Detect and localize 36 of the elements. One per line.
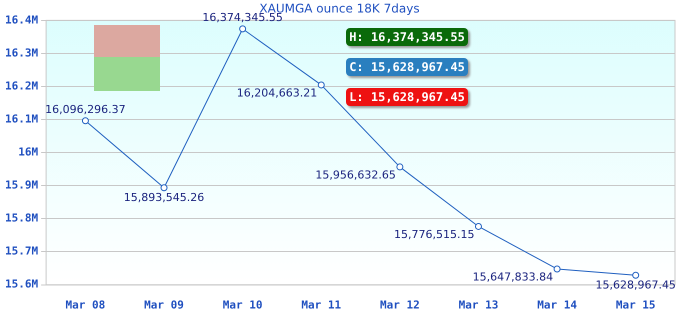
- y-tick-label: 16.2M: [4, 79, 38, 92]
- point: [474, 222, 482, 230]
- point: [396, 163, 404, 170]
- y-tick-label: 15.7M: [4, 244, 38, 258]
- data-label: 15,776,515.15: [394, 228, 474, 241]
- y-tick-label: 15.9M: [4, 178, 38, 192]
- y-tick-label: 15.8M: [4, 212, 38, 225]
- annotation: C: 15,628,967.45: [346, 58, 468, 76]
- data-label: 16,096,296.37: [45, 103, 126, 116]
- x-tick-label: Mar 13: [458, 298, 498, 312]
- point: [160, 184, 168, 192]
- point: [82, 117, 89, 124]
- x-tick-label: Mar 08: [66, 298, 106, 312]
- x-tick-label: Mar 11: [301, 298, 342, 312]
- data-label: 15,956,632.65: [315, 168, 396, 182]
- data-label: 16,374,345.55: [202, 11, 283, 24]
- data-label: 15,647,833.84: [472, 270, 554, 284]
- annotation: L: 15,628,967.45: [346, 88, 468, 106]
- y-tick-label: 16M: [18, 145, 38, 158]
- y-tick-label: 16.3M: [4, 46, 38, 60]
- data-label: 15,628,967.45: [595, 278, 676, 292]
- x-tick-label: Mar 14: [537, 298, 578, 312]
- point: [632, 272, 640, 279]
- x-tick-label: Mar 15: [616, 298, 656, 312]
- data-label: 16,204,663.21: [236, 86, 318, 100]
- x-tick-label: Mar 12: [380, 298, 420, 312]
- point: [554, 265, 561, 272]
- annotation: H: 16,374,345.55: [346, 28, 468, 46]
- y-tick-label: 15.6M: [4, 278, 38, 291]
- data-label: 15,893,545.26: [124, 191, 204, 204]
- y-tick-label: 16.4M: [4, 13, 38, 26]
- y-tick-label: 16.1M: [4, 112, 38, 126]
- point: [239, 25, 246, 32]
- point: [318, 81, 325, 88]
- x-tick-label: Mar 10: [222, 298, 263, 312]
- x-tick-label: Mar 09: [144, 298, 184, 312]
